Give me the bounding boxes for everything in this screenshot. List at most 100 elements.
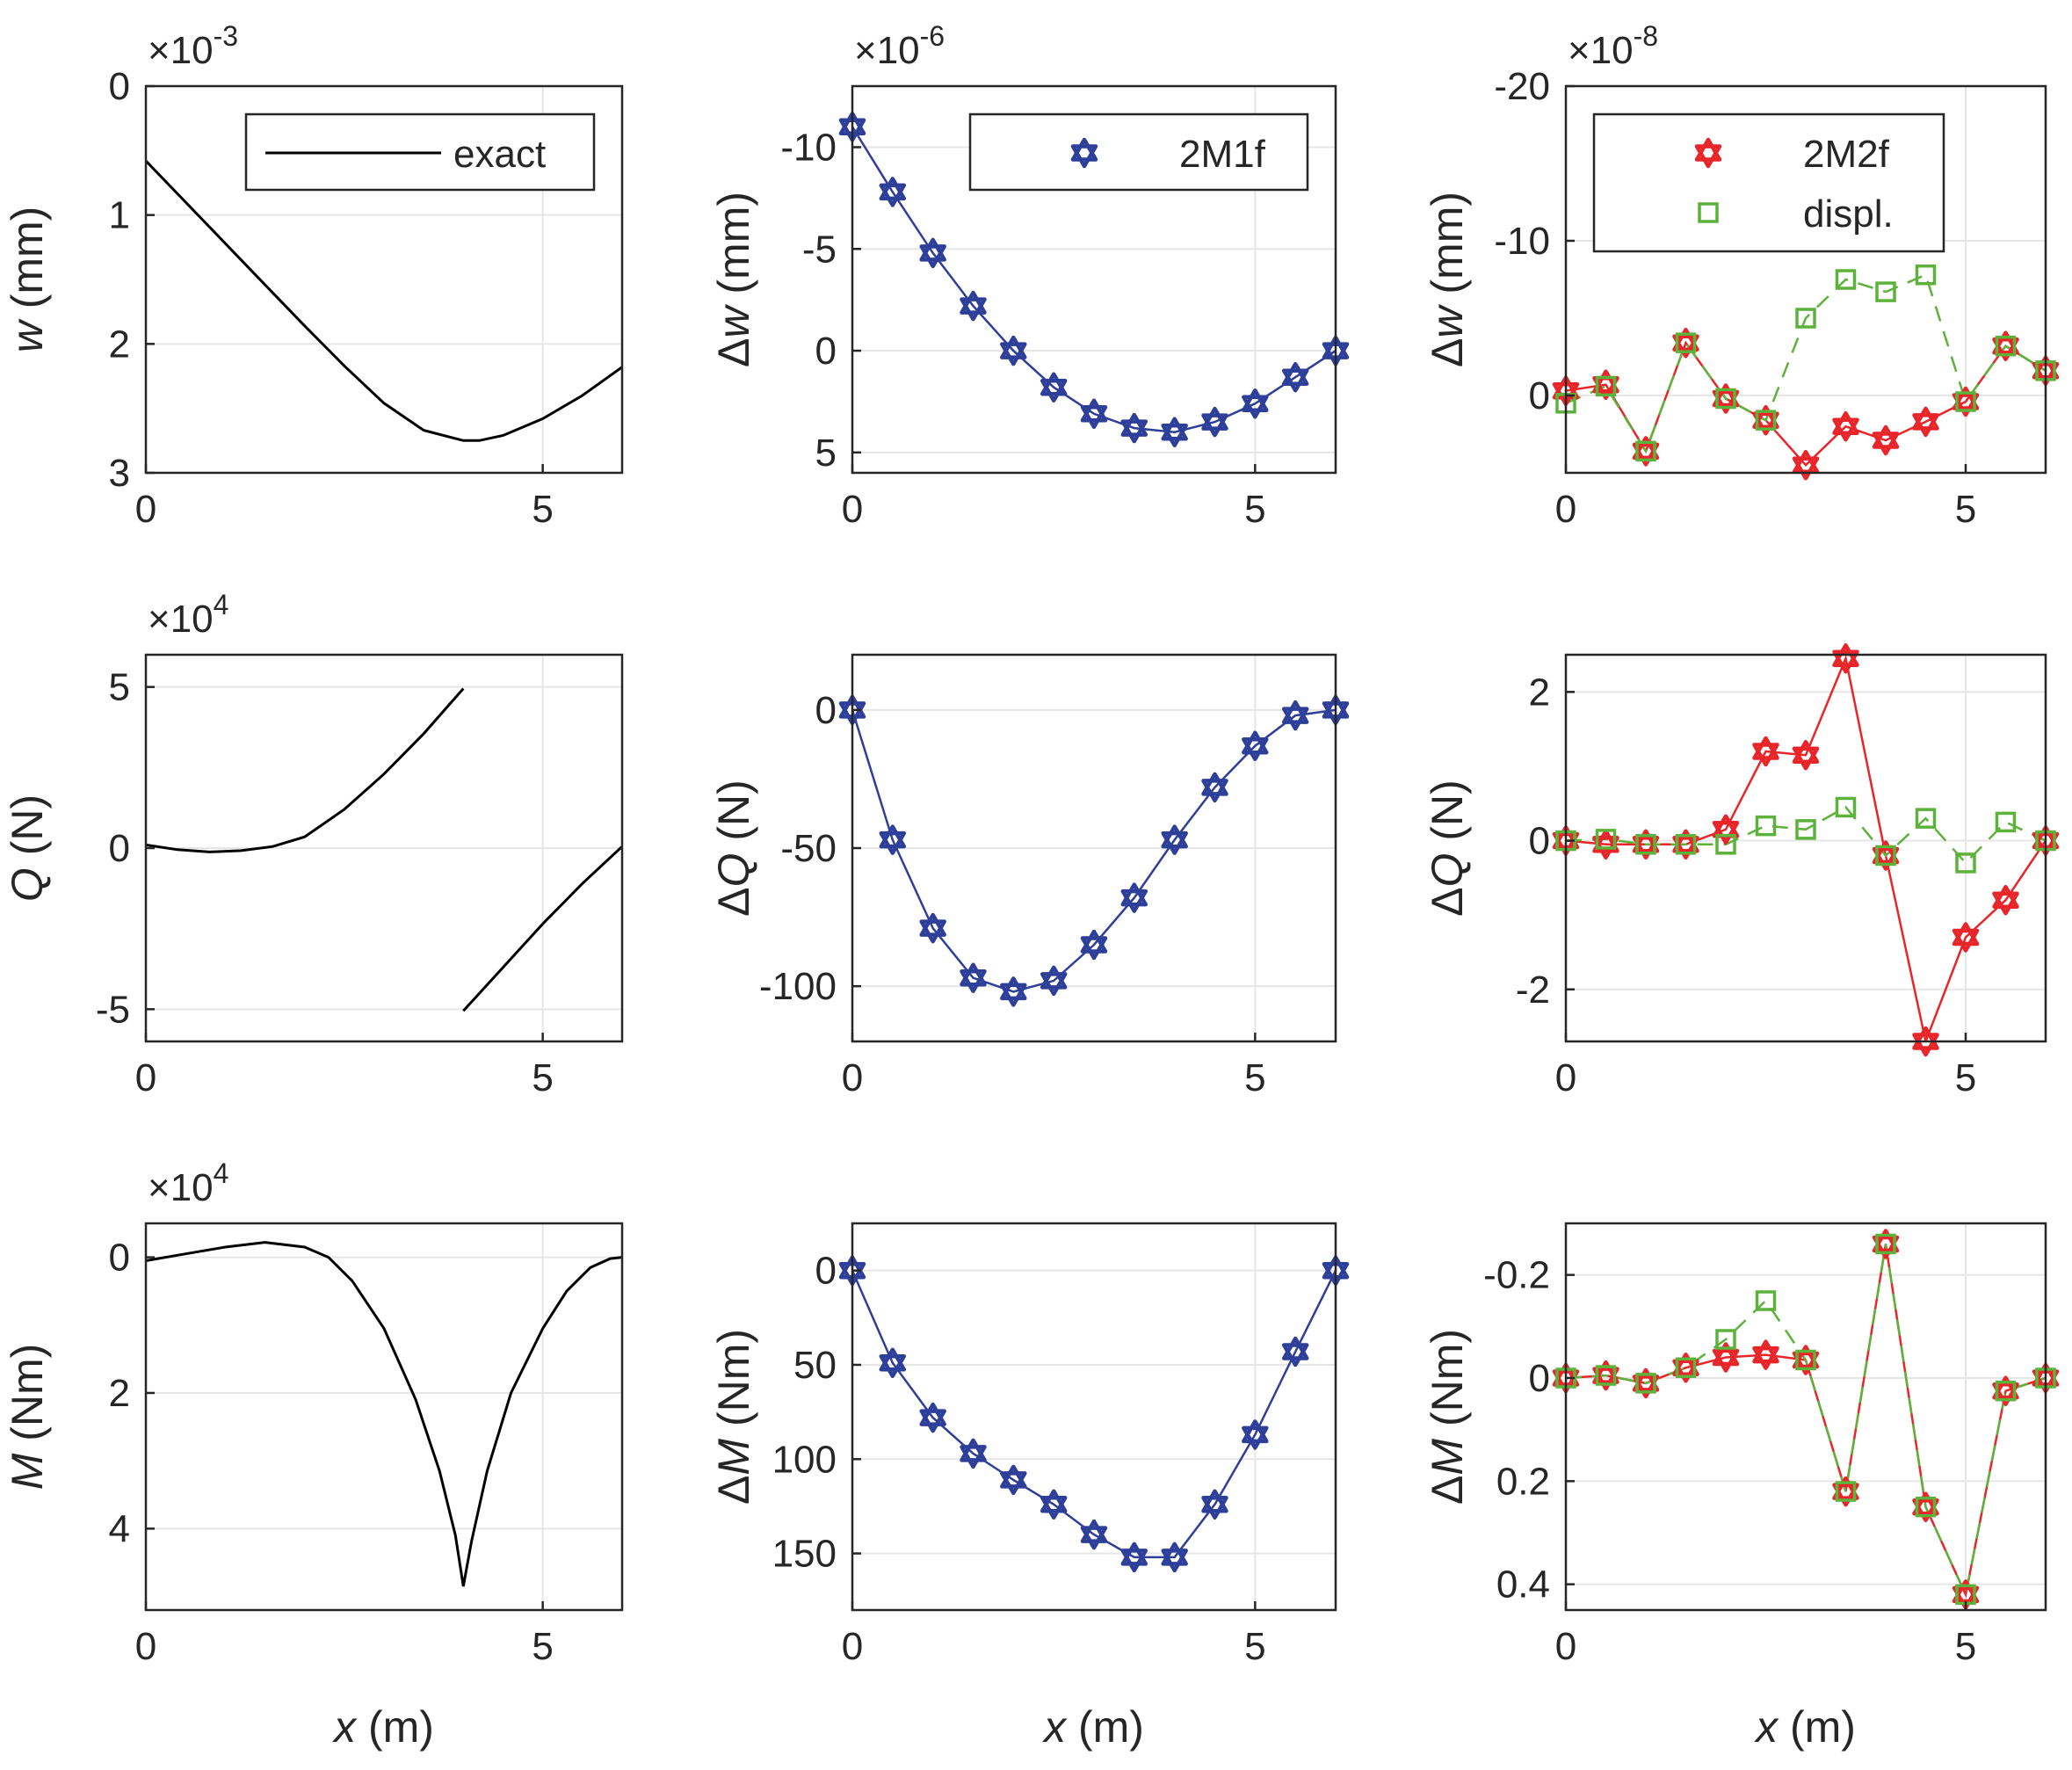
marker-2M1f	[1161, 417, 1188, 447]
y-axis-label: w (mm)	[3, 207, 52, 353]
marker-2M2f	[1632, 1367, 1660, 1399]
y-tick-label: 0	[1529, 1357, 1550, 1400]
marker-displ	[1715, 388, 1736, 410]
axes-box	[1564, 84, 2047, 475]
plot-area	[852, 708, 1336, 993]
chart-dQ_2M1f: 0 5 -100 -50 0 ΔQ (N)	[709, 653, 1350, 1099]
marker-2M1f	[919, 237, 946, 269]
marker-displ	[1755, 1290, 1777, 1311]
x-tick-label: 5	[532, 1056, 553, 1099]
x-tick-label: 0	[842, 488, 863, 531]
marker-2M1f	[1161, 824, 1188, 855]
legend-box	[968, 112, 1309, 192]
axes-box	[851, 84, 1337, 475]
marker-2M1f	[1080, 1519, 1108, 1550]
marker-displ	[1915, 1496, 1937, 1518]
marker-2M1f	[919, 912, 946, 944]
y-axis-label: M (Nm)	[3, 1344, 52, 1491]
marker-displ	[1635, 834, 1656, 855]
y-tick-label: -10	[780, 126, 837, 169]
x-axis-label: x (m)	[1042, 1702, 1144, 1752]
x-tick-label: 5	[1955, 1625, 1976, 1668]
marker-2M1f	[1201, 772, 1228, 803]
marker-2M1f	[1000, 1464, 1027, 1496]
marker-2M1f	[1242, 730, 1269, 761]
legend-label: displ.	[1803, 192, 1894, 236]
y-tick-label: -5	[802, 228, 837, 271]
marker-2M1f	[960, 962, 987, 993]
legend-label: 2M2f	[1803, 133, 1890, 176]
marker-2M2f	[1672, 829, 1699, 860]
marker-2M1f	[1120, 1541, 1148, 1573]
y-tick-label: 0.2	[1496, 1460, 1550, 1503]
x-tick-label: 0	[135, 1056, 156, 1099]
marker-2M2f	[1912, 1026, 1939, 1057]
y-tick-label: 0	[815, 689, 837, 732]
plot-area	[852, 1270, 1336, 1559]
marker-2M2f	[1992, 1375, 2019, 1406]
marker-displ	[1915, 264, 1937, 286]
plot-area	[1566, 1244, 2046, 1599]
axis-exponent: ×10-6	[854, 20, 945, 72]
marker-displ	[1635, 440, 1656, 462]
marker-2M1f	[1281, 1336, 1309, 1367]
marker-2M1f	[1000, 335, 1027, 366]
series-line-2M1f	[852, 1270, 1336, 1559]
axes-box	[144, 84, 624, 475]
series-line-2M1f	[852, 708, 1336, 993]
marker-displ	[1635, 1373, 1656, 1394]
axis-exponent: ×104	[148, 1157, 228, 1209]
marker-2M2f	[1832, 1476, 1859, 1507]
y-axis-label: ΔQ (N)	[1423, 780, 1472, 917]
marker-displ	[1995, 1380, 2017, 1402]
marker-2M1f	[1000, 976, 1027, 1007]
marker-2M1f	[1040, 1489, 1068, 1520]
axes-box	[144, 1222, 624, 1612]
chart-w_exact: 0 5 0 1 2 3 ×10-3 w (mm) exact	[3, 20, 624, 531]
marker-2M1f	[1201, 406, 1228, 438]
y-tick-label: 0	[1529, 374, 1550, 417]
marker-2M1f	[1080, 398, 1108, 430]
axis-exponent: ×10-8	[1568, 20, 1658, 72]
marker-2M1f	[1120, 412, 1148, 444]
marker-displ	[1795, 819, 1816, 840]
marker-2M1f	[1080, 929, 1108, 961]
marker-displ	[1915, 808, 1937, 829]
y-axis-label: Q (N)	[3, 794, 52, 902]
chart-dw_2M2f: 0 5 -20 -10 0 ×10-8 Δw (mm) 2M2f displ.	[1423, 20, 2060, 531]
legend-marker-s2M2f	[1694, 137, 1722, 169]
y-tick-label: 0	[109, 65, 130, 108]
plot-area	[1566, 655, 2046, 1041]
marker-2M2f	[1952, 922, 1980, 953]
series-line-displ.	[1566, 273, 2046, 454]
x-axis-label: x (m)	[332, 1702, 434, 1752]
series-line-exact	[146, 687, 465, 853]
plot-area	[146, 160, 622, 442]
y-tick-label: -10	[1494, 220, 1550, 263]
x-tick-label: 5	[1244, 488, 1265, 531]
y-tick-label: 0	[815, 1250, 837, 1293]
marker-2M1f	[1281, 700, 1309, 731]
x-tick-label: 5	[532, 488, 553, 531]
x-tick-label: 0	[1555, 1056, 1576, 1099]
y-tick-label: 150	[772, 1533, 837, 1576]
y-tick-label: 2	[109, 1372, 130, 1415]
legend: exact	[244, 112, 596, 192]
y-tick-label: 0.4	[1496, 1563, 1550, 1607]
y-tick-label: 0	[109, 827, 130, 870]
marker-displ	[1955, 852, 1976, 874]
y-tick-label: 3	[109, 452, 130, 495]
legend-label: 2M1f	[1179, 133, 1266, 176]
series-line-displ.	[1566, 805, 2046, 865]
marker-displ	[1675, 834, 1697, 855]
chart-dw_2M1f: 0 5-10-505×10-6Δw (mm)2M1f	[709, 20, 1350, 531]
marker-2M1f	[1120, 882, 1148, 913]
series-line-2M2f	[1566, 1244, 2046, 1599]
y-tick-label: 0	[1529, 820, 1550, 863]
marker-2M2f	[1992, 330, 2019, 361]
axis-exponent: ×104	[148, 589, 228, 641]
y-tick-label: 2	[1529, 671, 1550, 714]
y-tick-label: 100	[772, 1438, 837, 1481]
x-tick-label: 0	[842, 1625, 863, 1668]
